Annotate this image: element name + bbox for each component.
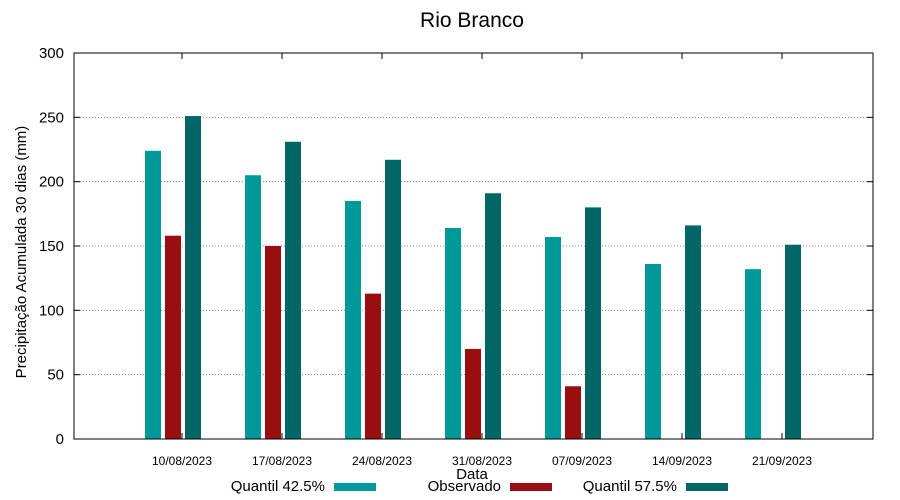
legend-label: Observado — [428, 478, 501, 495]
bar-quantil-57-5- — [585, 207, 601, 439]
bar-quantil-42-5- — [745, 269, 761, 439]
legend-label: Quantil 57.5% — [583, 478, 677, 495]
y-axis-label: Precipitação Acumulada 30 dias (mm) — [13, 126, 30, 379]
bar-quantil-42-5- — [545, 236, 561, 439]
y-tick-label: 300 — [39, 45, 64, 62]
bar-quantil-57-5- — [485, 193, 501, 439]
bars — [145, 116, 801, 440]
x-tick-label: 31/08/2023 — [452, 454, 512, 468]
bar-quantil-42-5- — [245, 175, 261, 439]
legend-label: Quantil 42.5% — [231, 478, 325, 495]
bar-quantil-57-5- — [185, 116, 201, 440]
bar-observado — [265, 246, 281, 439]
legend-swatch — [334, 483, 376, 491]
y-tick-label: 150 — [39, 238, 64, 255]
bar-observado — [465, 348, 481, 439]
y-tick-label: 250 — [39, 109, 64, 126]
y-tick-label: 0 — [56, 431, 64, 448]
bar-quantil-57-5- — [385, 159, 401, 439]
x-axis-label: Data — [456, 466, 488, 483]
y-tick-label: 100 — [39, 302, 64, 319]
bar-observado — [565, 386, 581, 439]
x-tick-label: 14/09/2023 — [652, 454, 712, 468]
x-tick-label: 17/08/2023 — [252, 454, 312, 468]
bar-quantil-42-5- — [145, 150, 161, 439]
bar-observado — [165, 235, 181, 439]
y-tick-label: 50 — [47, 367, 64, 384]
bar-observado — [365, 293, 381, 439]
bar-quantil-57-5- — [785, 244, 801, 439]
x-tick-label: 10/08/2023 — [152, 454, 212, 468]
x-tick-label: 21/09/2023 — [752, 454, 812, 468]
legend: Quantil 42.5% Observado Quantil 57.5% — [231, 478, 728, 495]
axis-ticks: 0 50 100 150 200 250 300 10/08/2023 17/08/2023 24… — [39, 45, 873, 468]
chart-title: Rio Branco — [420, 9, 524, 32]
bar-quantil-57-5- — [685, 225, 701, 439]
bar-quantil-42-5- — [445, 227, 461, 439]
bar-quantil-42-5- — [645, 264, 661, 439]
x-tick-label: 24/08/2023 — [352, 454, 412, 468]
bar-quantil-57-5- — [285, 141, 301, 439]
legend-swatch — [686, 483, 728, 491]
legend-swatch — [510, 483, 552, 491]
bar-quantil-42-5- — [345, 200, 361, 439]
y-tick-label: 200 — [39, 174, 64, 191]
x-tick-label: 07/09/2023 — [552, 454, 612, 468]
